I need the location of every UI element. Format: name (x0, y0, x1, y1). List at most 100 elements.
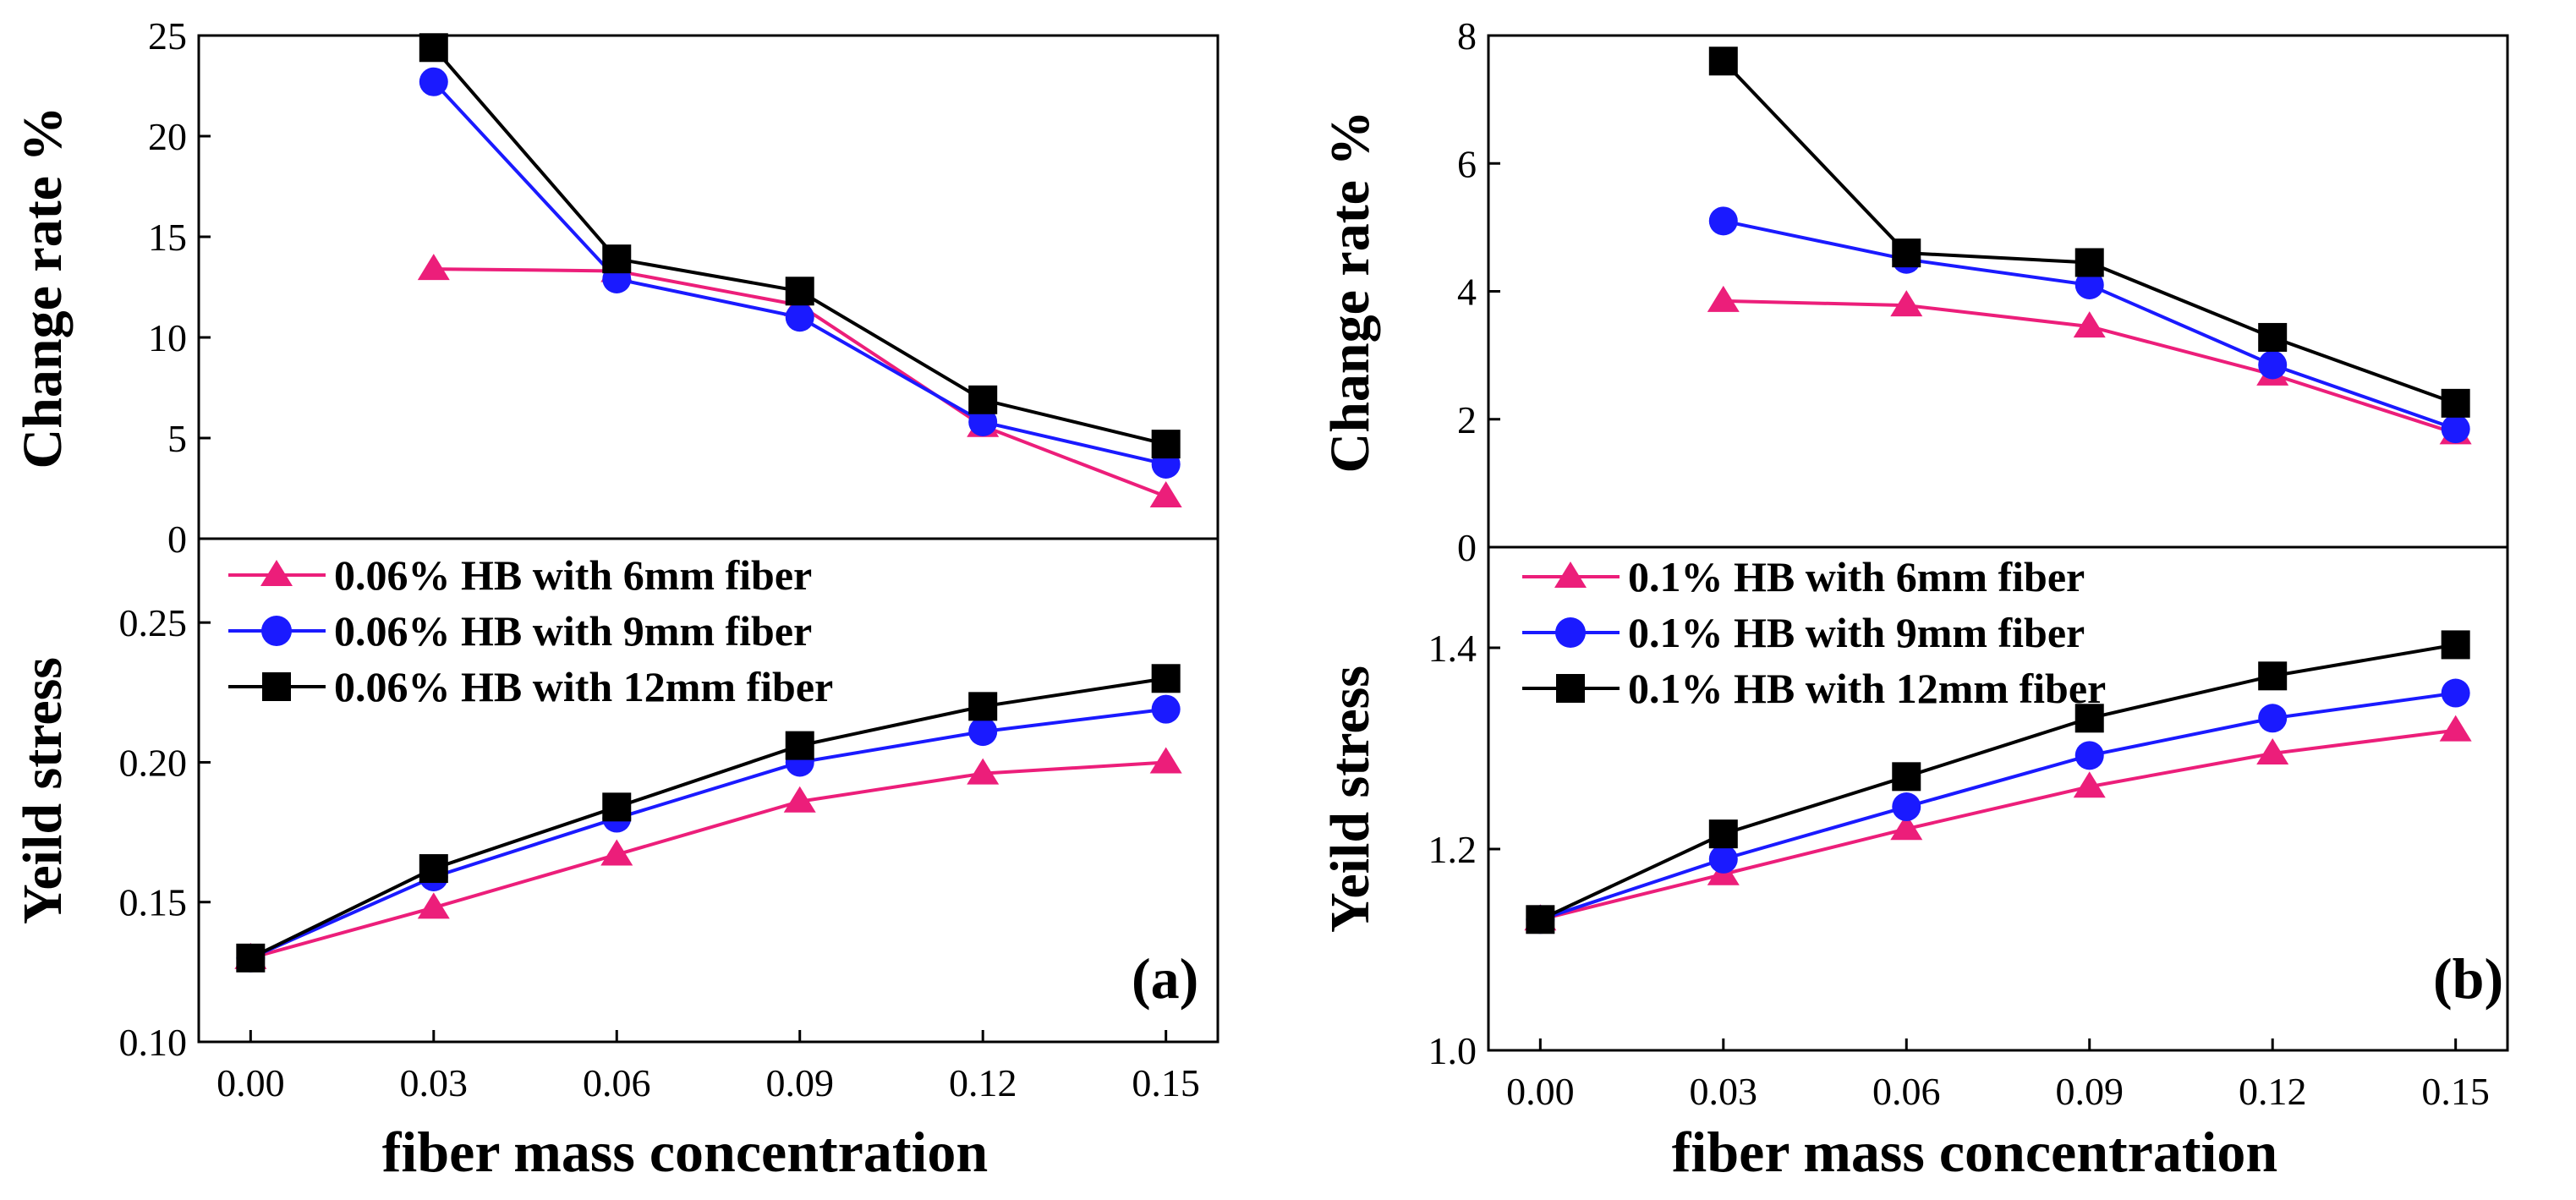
data-point (602, 244, 632, 274)
data-point (2439, 715, 2472, 742)
circle-icon (261, 616, 292, 646)
panel-a-bottom-series (234, 664, 1182, 973)
series-line (1539, 728, 2456, 922)
data-point (2075, 741, 2104, 770)
data-point (2256, 737, 2289, 764)
data-point (419, 33, 448, 63)
series-line (249, 707, 1166, 960)
data-point (1151, 694, 1181, 724)
data-point (2441, 630, 2470, 660)
data-point (2258, 661, 2288, 691)
legend-label: 0.06% HB with 12mm fiber (334, 663, 833, 710)
panel-b-top-series (1707, 47, 2472, 445)
x-tick-label: 0.00 (1506, 1070, 1575, 1113)
y-tick-label: 15 (148, 216, 187, 259)
x-tick-label: 0.12 (2239, 1070, 2307, 1113)
x-tick-label: 0.09 (765, 1061, 834, 1104)
panel-a-top-ticks: 0 5 10 15 20 25 (148, 14, 211, 561)
data-point (1892, 238, 1921, 268)
panel-b-top-frame (1487, 34, 2509, 549)
y-tick-label: 2 (1457, 398, 1477, 441)
data-point (1890, 290, 1923, 317)
square-icon (1556, 674, 1585, 703)
panel-b-bottom-frame (1487, 545, 2509, 1052)
y-tick-label: 6 (1457, 142, 1477, 185)
x-tick-label: 0.12 (949, 1061, 1017, 1104)
data-point (2073, 771, 2106, 798)
data-point (2258, 322, 2288, 352)
panel-a-bottom-frame (197, 537, 1219, 1044)
data-point (2073, 311, 2106, 338)
data-point (1151, 664, 1181, 693)
legend-label: 0.06% HB with 6mm fiber (334, 551, 812, 599)
series-line (249, 760, 1166, 960)
legend-item: 0.06% HB with 12mm fiber (228, 663, 833, 710)
data-point (967, 758, 1000, 785)
legend-label: 0.06% HB with 9mm fiber (334, 607, 812, 655)
data-point (419, 67, 448, 96)
y-tick-label: 0.20 (119, 741, 188, 784)
data-point (1708, 47, 1738, 76)
data-point (1149, 747, 1182, 774)
panel-b-xlabel: fiber mass concentration (1672, 1120, 2277, 1184)
panel-b-legend: 0.1% HB with 6mm fiber 0.1% HB with 9mm … (1522, 553, 2106, 712)
data-point (2075, 704, 2104, 733)
triangle-icon (1554, 562, 1587, 588)
legend-label: 0.1% HB with 9mm fiber (1628, 609, 2085, 656)
data-point (1892, 762, 1921, 792)
data-point (968, 385, 998, 414)
data-point (419, 854, 448, 884)
panel-b-bottom-ticks: 1.0 1.2 1.4 (1428, 627, 1500, 1072)
series-line (432, 80, 1167, 466)
x-tick-label: 0.03 (400, 1061, 469, 1104)
x-tick-label: 0.06 (1872, 1070, 1941, 1113)
y-tick-label: 0.15 (119, 881, 188, 924)
y-tick-label: 0 (167, 518, 187, 561)
panel-b: 0 2 4 6 8 1.0 1.2 1.4 0.00 0.03 0.06 0.09 0.12 0.15… (1319, 14, 2509, 1184)
data-point (2075, 270, 2104, 299)
data-point (236, 943, 266, 973)
panel-a-legend: 0.06% HB with 6mm fiber 0.06% HB with 9m… (228, 551, 833, 710)
legend-item: 0.06% HB with 9mm fiber (228, 607, 812, 655)
data-point (1707, 285, 1740, 312)
panel-b-label: (b) (2433, 946, 2503, 1011)
panel-a: 0 5 10 15 20 25 0.10 0.15 0.20 0.25 0.00 0.03 0.06… (12, 14, 1219, 1184)
legend-item: 0.1% HB with 9mm fiber (1522, 609, 2085, 656)
panel-b-top-ticks: 0 2 4 6 8 (1457, 14, 1500, 569)
data-point (968, 717, 998, 747)
panel-b-bottom-ylabel: Yeild stress (1319, 666, 1381, 933)
data-point (2075, 248, 2104, 277)
triangle-icon (260, 560, 293, 586)
panel-a-bottom-ticks: 0.10 0.15 0.20 0.25 (119, 601, 211, 1064)
square-icon (262, 672, 291, 701)
data-point (785, 303, 814, 332)
panel-b-bottom-series (1524, 630, 2472, 934)
data-point (1890, 814, 1923, 841)
x-tick-label: 0.00 (216, 1061, 285, 1104)
data-point (2441, 678, 2470, 708)
data-point (2441, 388, 2470, 418)
series-line (432, 46, 1167, 447)
data-point (417, 892, 450, 919)
panel-b-top-ylabel: Change rate % (1319, 111, 1381, 474)
data-point (1149, 481, 1182, 508)
data-point (2441, 414, 2470, 444)
y-tick-label: 1.0 (1428, 1029, 1477, 1072)
data-point (600, 839, 633, 866)
series-line (249, 677, 1166, 960)
y-tick-label: 4 (1457, 271, 1477, 314)
data-point (1151, 430, 1181, 459)
circle-icon (1555, 617, 1586, 648)
series-line (1539, 691, 2456, 922)
data-point (968, 692, 998, 721)
x-tick-label: 0.03 (1690, 1070, 1758, 1113)
data-point (785, 277, 814, 306)
legend-label: 0.1% HB with 12mm fiber (1628, 665, 2106, 712)
panel-a-label: (a) (1132, 946, 1198, 1011)
y-tick-label: 0.10 (119, 1021, 188, 1064)
panel-b-x-ticks: 0.00 0.03 0.06 0.09 0.12 0.15 (1506, 1038, 2490, 1113)
data-point (417, 254, 450, 281)
series-line (1539, 643, 2457, 922)
data-point (602, 792, 632, 822)
